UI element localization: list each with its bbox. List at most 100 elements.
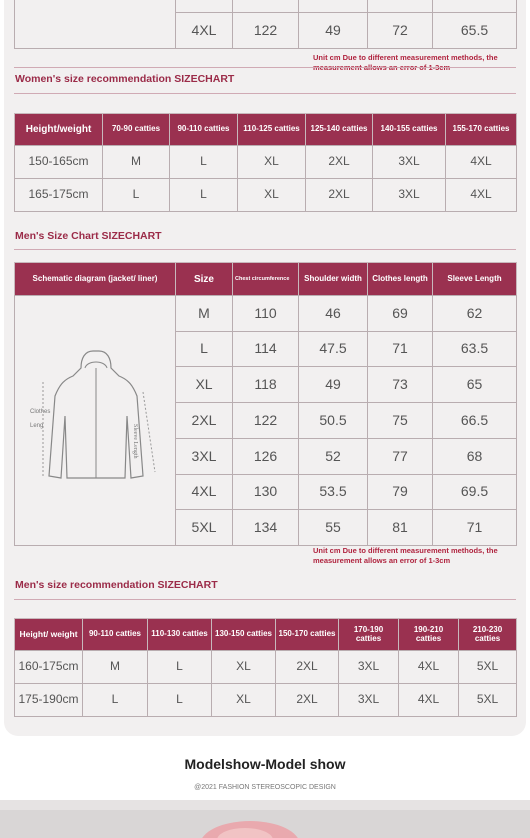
table-cell: 66.5 <box>432 402 517 439</box>
header-cell: 90-110 catties <box>82 618 148 651</box>
diagram-shape <box>48 350 144 479</box>
table-cell: 46 <box>298 295 368 332</box>
table-cell: 118 <box>232 366 299 404</box>
table-cell: 72 <box>367 12 433 49</box>
header-cell: 150-170 catties <box>275 618 339 651</box>
table-cell: 63.5 <box>432 330 517 368</box>
table-cell: 49 <box>298 12 368 49</box>
jacket-diagram <box>42 350 156 479</box>
table-cell: 4XL <box>398 650 459 684</box>
table-cell: 73 <box>367 366 433 404</box>
table-cell: 50.5 <box>298 402 368 439</box>
table-cell: 55 <box>298 509 368 546</box>
table-cell: L <box>82 683 148 717</box>
table-cell: M <box>102 145 170 179</box>
table-cell: 53.5 <box>298 473 368 511</box>
header-cell: Chest circumference <box>232 262 299 296</box>
table-cell: 2XL <box>175 402 233 439</box>
table-cell: L <box>169 145 238 179</box>
table-cell: XL <box>211 650 276 684</box>
table-cell: 122 <box>232 402 299 439</box>
header-cell: 90-110 catties <box>169 113 238 146</box>
model-title: Modelshow-Model show <box>184 756 346 772</box>
table-cell: L <box>147 650 212 684</box>
divider <box>14 599 516 600</box>
table-cell: 65 <box>432 366 517 404</box>
table-cell: 79 <box>367 473 433 511</box>
table-cell: XL <box>211 683 276 717</box>
header-cell: 210-230 catties <box>458 618 517 651</box>
table-cell: 3XL <box>372 178 446 212</box>
table-cell: 4XL <box>175 12 233 49</box>
header-cell: 170-190 catties <box>338 618 399 651</box>
section-title: Men's size recommendation SIZECHART <box>15 579 218 591</box>
model-subtitle: @2021 FASHION STEREOSCOPIC DESIGN <box>194 784 336 791</box>
table-cell: 47.5 <box>298 330 368 368</box>
divider <box>14 93 516 94</box>
table-cell: L <box>102 178 170 212</box>
header-cell: Clothes length <box>367 262 433 296</box>
diagram-cell <box>14 295 176 546</box>
divider <box>14 249 516 250</box>
diagram-shape <box>142 391 156 473</box>
table-cell: L <box>147 683 212 717</box>
section-title: Men's Size Chart SIZECHART <box>15 230 162 242</box>
table-cell: 160-175cm <box>14 650 83 684</box>
table-cell: XL <box>237 145 306 179</box>
table-cell: 122 <box>232 12 299 49</box>
table-cell: 150-165cm <box>14 145 103 179</box>
table-cell: 69.5 <box>432 473 517 511</box>
table-cell: 3XL <box>338 683 399 717</box>
header-cell: Schematic diagram (jacket/ liner) <box>14 262 176 296</box>
table-cell: 2XL <box>305 178 373 212</box>
table-cell: 81 <box>367 509 433 546</box>
header-cell: 70-90 catties <box>102 113 170 146</box>
header-cell: Sleeve Length <box>432 262 517 296</box>
table-cell: 175-190cm <box>14 683 83 717</box>
table-cell: XL <box>237 178 306 212</box>
table-cell: 114 <box>232 330 299 368</box>
header-cell: Shoulder width <box>298 262 368 296</box>
header-cell: 140-155 catties <box>372 113 446 146</box>
table-cell: 3XL <box>175 437 233 475</box>
table-cell: 110 <box>232 295 299 332</box>
header-cell: Height/weight <box>14 113 103 146</box>
table-cell: 134 <box>232 509 299 546</box>
table-cell: 68 <box>432 437 517 475</box>
table-cell: 52 <box>298 437 368 475</box>
diagram-cell <box>14 0 176 49</box>
table-cell: 71 <box>432 509 517 546</box>
header-cell: Height/ weight <box>14 618 83 651</box>
table-cell: 2XL <box>305 145 373 179</box>
model-photo <box>0 800 530 838</box>
table-cell: 165-175cm <box>14 178 103 212</box>
table-cell: 77 <box>367 437 433 475</box>
table-cell: 4XL <box>445 178 517 212</box>
header-cell: 125-140 catties <box>305 113 373 146</box>
table-cell: 49 <box>298 366 368 404</box>
section-title: Women's size recommendation SIZECHART <box>15 73 235 85</box>
diagram-shape <box>84 361 108 478</box>
table-cell: 4XL <box>398 683 459 717</box>
table-cell: 130 <box>232 473 299 511</box>
unit-note: Unit cm Due to different measurement met… <box>313 546 498 565</box>
table-cell: 4XL <box>445 145 517 179</box>
header-cell: 110-130 catties <box>147 618 212 651</box>
table-cell: M <box>82 650 148 684</box>
table-cell: 4XL <box>175 473 233 511</box>
table-cell: 62 <box>432 295 517 332</box>
table-cell: 65.5 <box>432 12 517 49</box>
diagram-label: Clothes <box>30 409 51 415</box>
table-cell: 71 <box>367 330 433 368</box>
table-cell: 126 <box>232 437 299 475</box>
table-cell: 3XL <box>338 650 399 684</box>
table-cell: 5XL <box>458 650 517 684</box>
divider <box>14 67 516 68</box>
unit-note: Unit cm Due to different measurement met… <box>313 53 498 72</box>
header-cell: 190-210 catties <box>398 618 459 651</box>
header-cell: 130-150 catties <box>211 618 276 651</box>
table-cell: 2XL <box>275 683 339 717</box>
header-cell: Size <box>175 262 233 296</box>
table-cell: L <box>169 178 238 212</box>
